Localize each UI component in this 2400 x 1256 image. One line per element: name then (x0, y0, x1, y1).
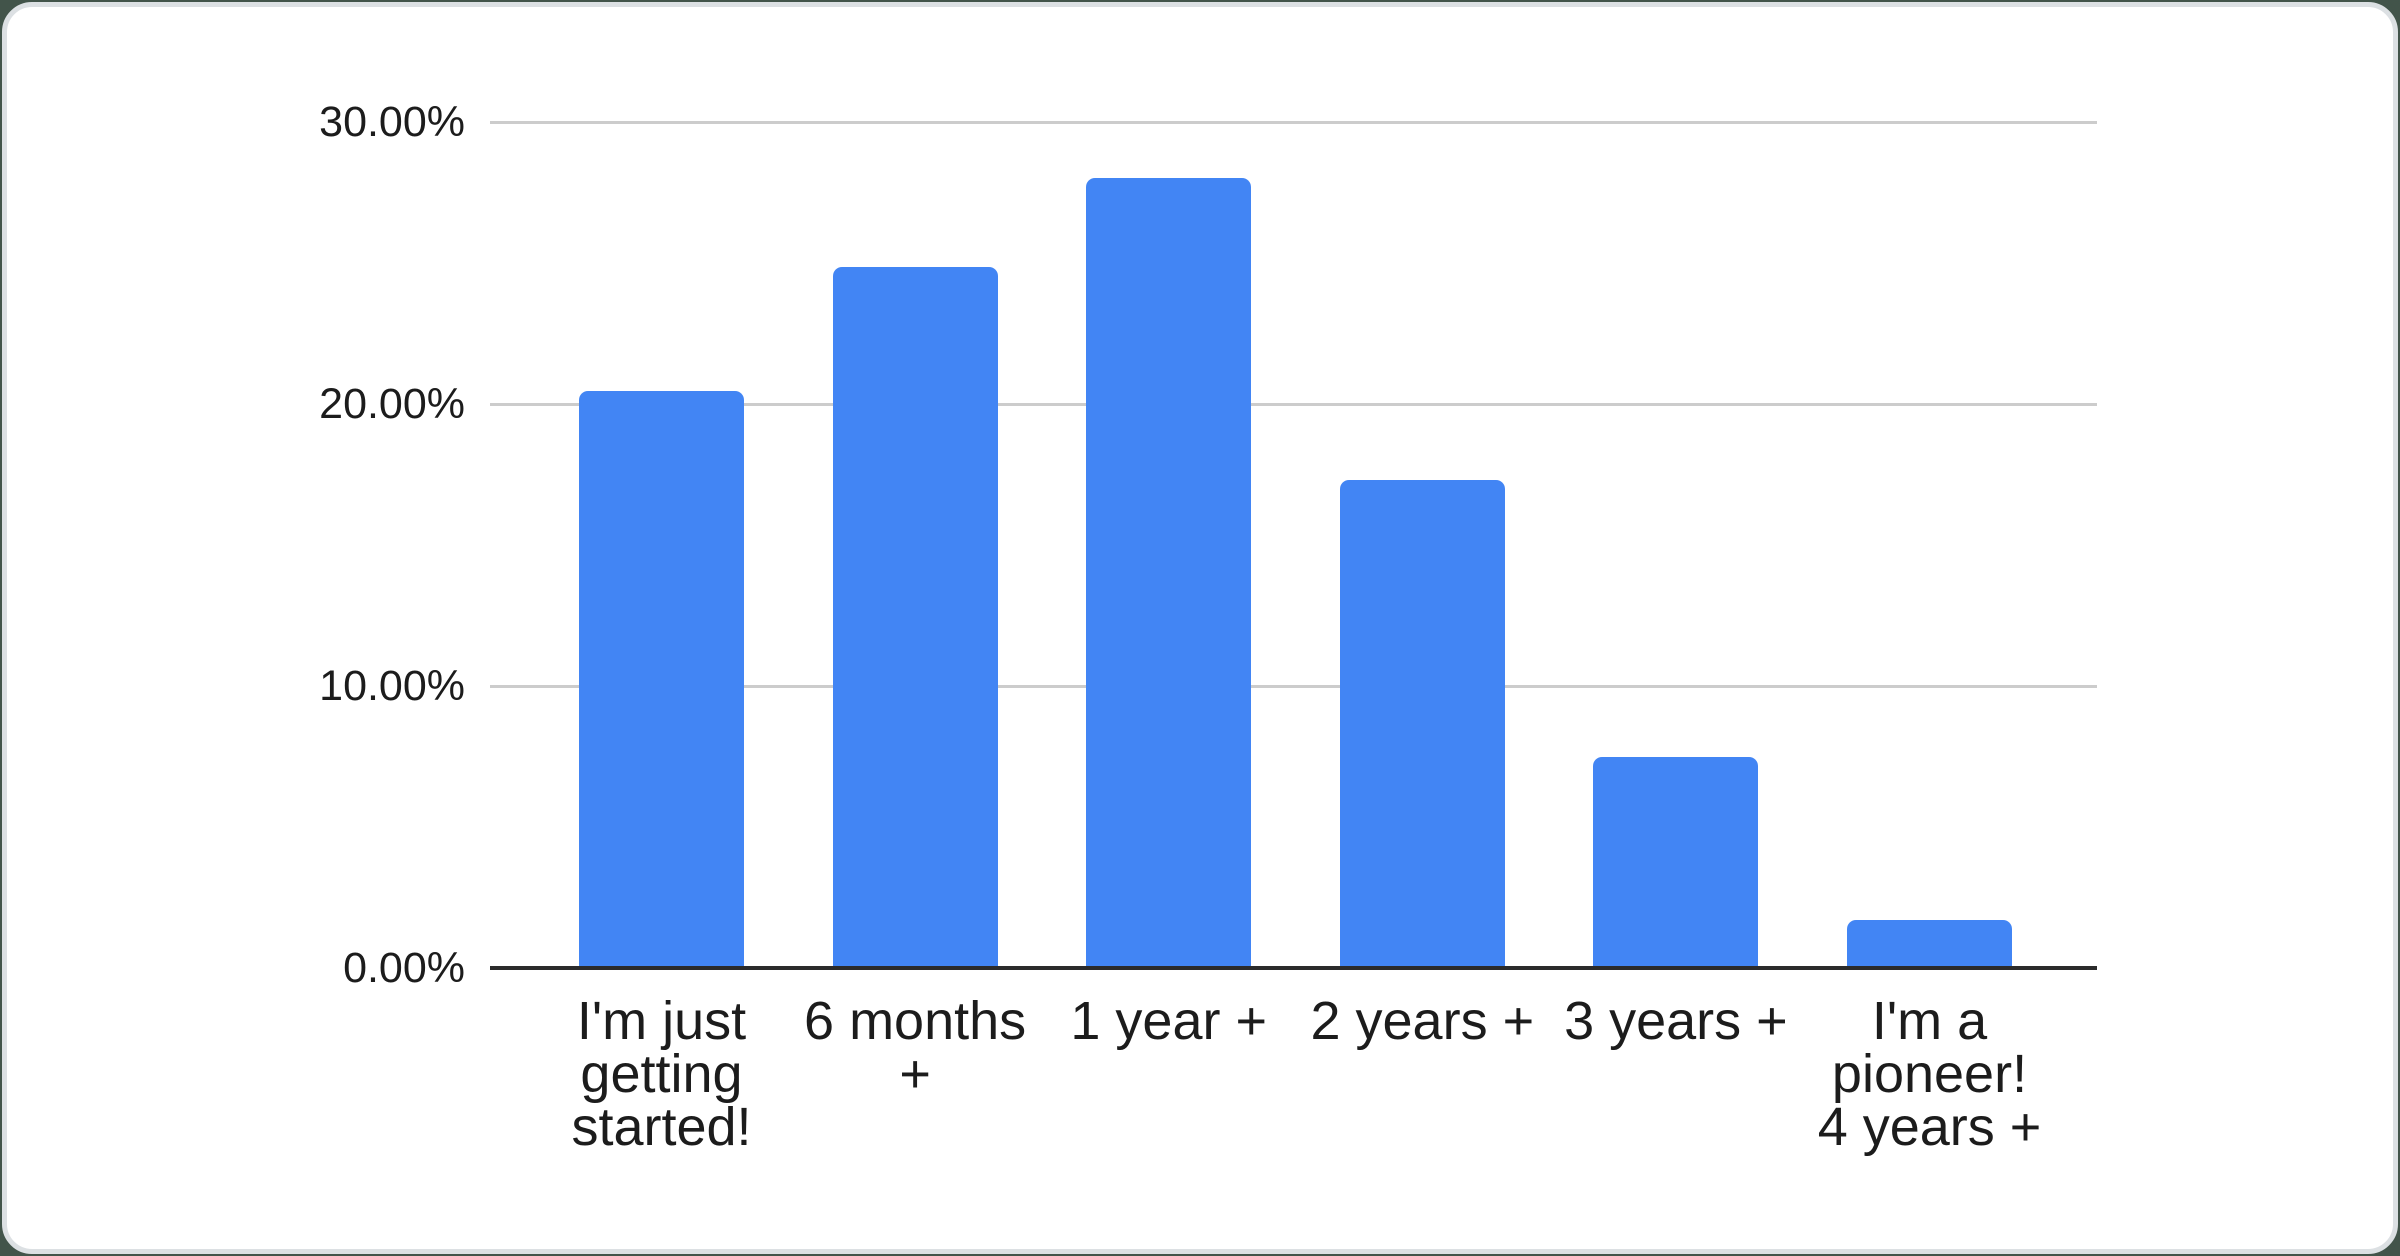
gridline (490, 120, 2097, 124)
x-axis-label: 3 years + (1559, 991, 1793, 1051)
y-axis-tick-label: 20.00% (319, 380, 465, 428)
x-axis-label: I'm a pioneer! 4 years + (1813, 991, 2047, 1157)
bar (1339, 480, 1505, 968)
x-axis-label-line: 3 years + (1564, 991, 1788, 1051)
bar (1847, 920, 2012, 968)
bar (1086, 178, 1252, 968)
x-axis-label-line: started! (571, 1097, 752, 1157)
x-axis-label-line: 1 year + (1070, 991, 1267, 1051)
x-axis-label-line: I'm a (1871, 991, 1988, 1051)
bar (832, 267, 998, 968)
gridline (490, 684, 2097, 688)
x-axis-label-line: pioneer! (1831, 1044, 2028, 1104)
x-axis-label-line: 2 years + (1310, 991, 1535, 1051)
x-axis-label-line: I'm just (576, 991, 747, 1051)
x-axis-label: 2 years + (1305, 991, 1539, 1051)
x-axis-label-line: 4 years + (1817, 1097, 2042, 1157)
gridline (490, 402, 2097, 406)
x-axis-label-line: getting (580, 1044, 743, 1104)
x-axis-label-line: + (899, 1044, 931, 1104)
y-axis-tick-label: 30.00% (319, 98, 465, 146)
bar (579, 391, 744, 968)
y-axis-tick-label: 10.00% (319, 662, 465, 710)
x-axis-label: 6 months + (798, 991, 1032, 1104)
x-axis-label-line: 6 months (804, 991, 1027, 1051)
bar (1593, 756, 1759, 968)
x-axis-label: I'm just getting started! (545, 991, 779, 1157)
x-axis-label: 1 year + (1052, 991, 1286, 1051)
y-axis-tick-label: 0.00% (343, 944, 465, 992)
x-axis-line (490, 966, 2097, 970)
